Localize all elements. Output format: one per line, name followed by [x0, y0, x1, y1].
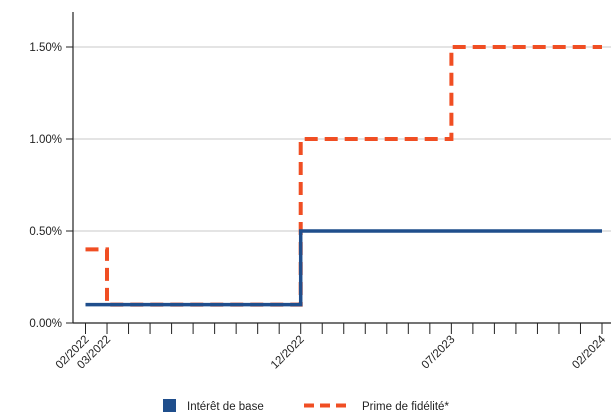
series-line-prime-fidelite — [85, 45, 602, 307]
legend-label-interet-base: Intérêt de base — [187, 401, 264, 413]
x-tick-label: 07/2023 — [420, 334, 458, 372]
y-tick-label: 0.00% — [29, 318, 62, 330]
series-lines — [85, 45, 602, 307]
legend-label-prime-fidelite: Prime de fidélité* — [362, 401, 449, 413]
x-tick-label: 12/2022 — [269, 334, 307, 372]
y-axis-ticks: 0.00% 0.50% 1.00% 1.50% — [29, 42, 73, 330]
legend: Intérêt de base Prime de fidélité* — [163, 399, 449, 413]
y-tick-label: 1.50% — [29, 42, 62, 54]
legend-swatch-interet-base — [163, 399, 176, 412]
grid-lines — [73, 46, 611, 232]
series-line-interet-base — [85, 229, 602, 307]
y-tick-label: 0.50% — [29, 226, 62, 238]
x-tick-label: 02/2024 — [570, 333, 608, 371]
y-tick-label: 1.00% — [29, 134, 62, 146]
